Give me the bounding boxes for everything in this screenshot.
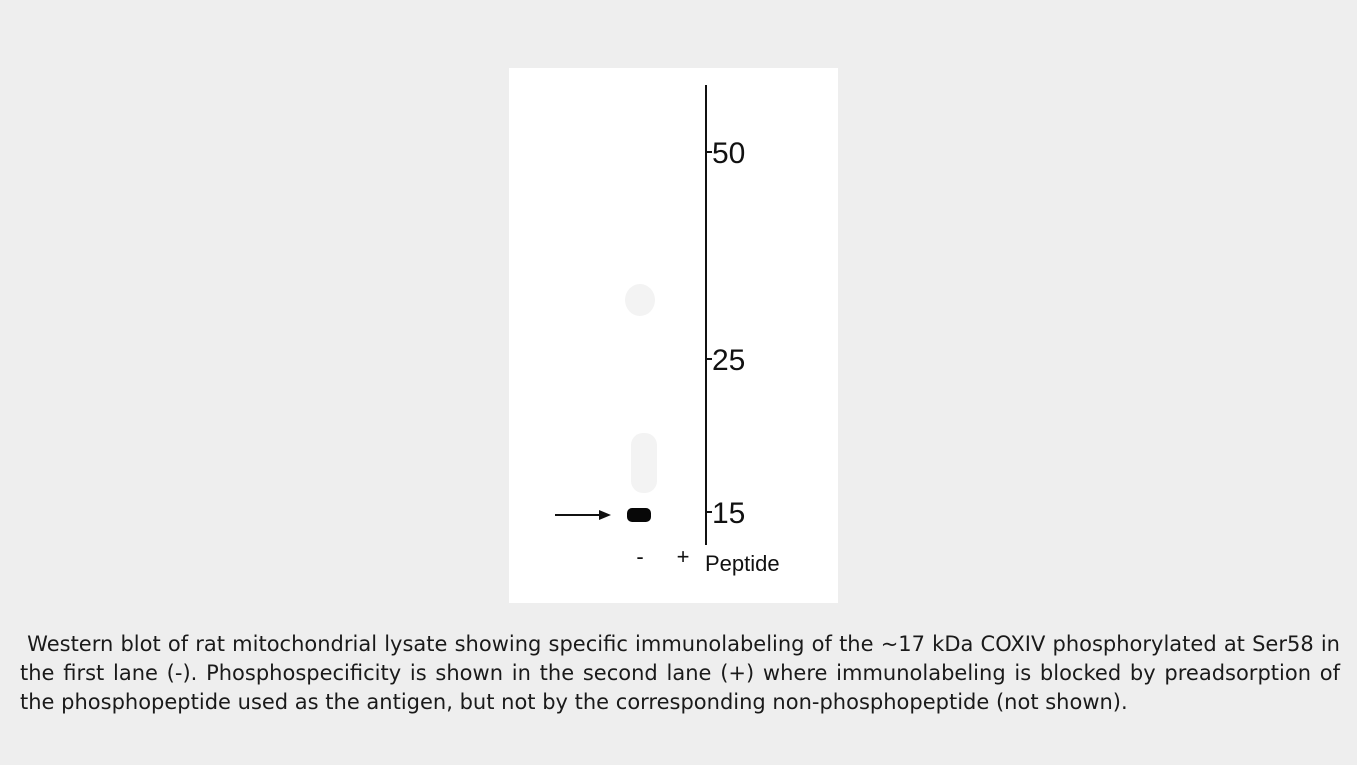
lane-label: + <box>677 544 690 569</box>
caption: Western blot of rat mitochondrial lysate… <box>20 630 1340 717</box>
blot-image: 50 25 15 - + Peptide <box>509 68 838 603</box>
band <box>627 508 651 522</box>
faint-smudge <box>631 433 657 493</box>
marker-label: 15 <box>712 497 745 530</box>
image-background <box>509 68 838 603</box>
page: {"figure": {"markers": ["50", "25", "15"… <box>0 0 1357 765</box>
marker-label: 25 <box>712 344 745 377</box>
marker-label: 50 <box>712 137 745 170</box>
lane-title: Peptide <box>705 551 780 576</box>
lane-label: - <box>636 544 643 569</box>
faint-smudge <box>625 284 655 316</box>
